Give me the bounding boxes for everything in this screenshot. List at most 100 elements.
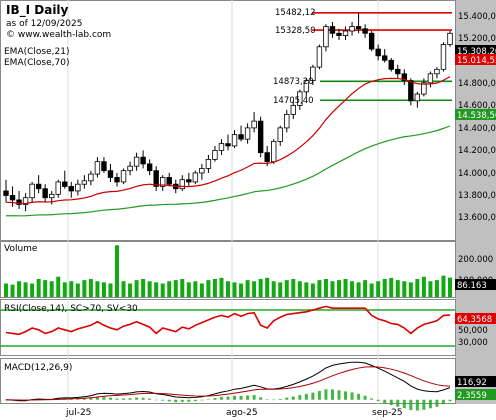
ema21-badge: 15.014,534 xyxy=(457,56,496,66)
volume-bar xyxy=(43,280,48,297)
volume-bar xyxy=(245,280,250,297)
volume-bar xyxy=(382,279,387,297)
candle-body xyxy=(447,32,453,45)
volume-bar xyxy=(23,282,28,297)
macd-hist-bar xyxy=(108,397,112,400)
candle-body xyxy=(3,190,9,196)
macd-hist-bar xyxy=(435,399,439,407)
rsi-tick: 30,000 xyxy=(458,338,488,348)
volume-bar xyxy=(147,281,152,297)
volume-pane-frame xyxy=(0,241,456,298)
candle-body xyxy=(414,93,421,102)
macd-histogram xyxy=(4,389,452,411)
volume-bar xyxy=(232,282,237,297)
candle-body xyxy=(408,80,414,102)
volume-bar xyxy=(154,282,159,297)
volume-bar xyxy=(193,281,198,297)
volume-bar xyxy=(310,283,315,297)
volume-bar xyxy=(337,280,341,297)
volume-bar xyxy=(206,280,211,297)
candle-body xyxy=(336,32,342,36)
volume-bar xyxy=(75,283,80,297)
candle-body xyxy=(140,156,146,165)
macd-hist-bar xyxy=(389,399,393,406)
candle-body xyxy=(68,186,74,192)
macd-hist-bar xyxy=(141,397,145,400)
volume-bar xyxy=(239,283,244,297)
candle-body xyxy=(101,161,107,172)
ema70-badge-bg xyxy=(455,109,496,120)
volume-bar xyxy=(297,281,302,297)
rsi-pane-frame xyxy=(0,299,456,356)
candle-body xyxy=(186,179,192,183)
macd-hist-bar xyxy=(213,398,217,400)
volume-bar xyxy=(226,281,230,297)
last-price-badge-bg xyxy=(455,45,496,56)
price-tick: 14.000,00 xyxy=(458,169,496,179)
symbol-title: IB_I Daily xyxy=(6,3,69,18)
candle-body xyxy=(29,183,35,199)
macd-hist-bar xyxy=(76,398,80,400)
macd-hist-bar xyxy=(428,399,432,409)
macd-hist-bar xyxy=(285,397,289,400)
macd-hist-bar xyxy=(122,398,126,400)
as-of-date: as of 12/09/2025 xyxy=(6,19,82,29)
volume-badge-bg xyxy=(455,279,496,290)
macd-hist-bar xyxy=(233,395,237,400)
volume-bar xyxy=(252,281,257,297)
volume-bar xyxy=(317,280,322,297)
level-label: 15328,50 xyxy=(275,26,316,36)
macd-hist-bar xyxy=(363,395,367,400)
macd-hist-bar xyxy=(311,392,315,400)
x-axis-label: ago-25 xyxy=(226,408,258,418)
volume-bar xyxy=(17,281,22,297)
candle-body xyxy=(303,80,310,93)
macd-hist-bar xyxy=(278,398,282,400)
candle-body xyxy=(251,120,257,129)
volume-bar xyxy=(323,279,328,297)
macd-hist-bar xyxy=(180,399,184,402)
volume-bar xyxy=(278,282,283,297)
legend-ema21: EMA(Close,21) xyxy=(4,47,69,57)
candle-body xyxy=(395,68,401,75)
candle-body xyxy=(362,28,368,34)
candle-body xyxy=(153,170,159,187)
macd-hist-bar xyxy=(324,389,328,400)
macd-hist-bar xyxy=(200,399,204,401)
volume-bar xyxy=(369,283,374,297)
macd-hist-bar xyxy=(226,396,230,400)
candle-body xyxy=(88,173,94,182)
macd-hist-bar xyxy=(135,397,139,400)
macd-badge-bg xyxy=(455,376,496,387)
candle-body xyxy=(9,195,16,201)
volume-bar xyxy=(69,281,74,297)
level-label: 14873,20 xyxy=(273,77,314,87)
rsi-tick: 50,000 xyxy=(458,326,488,336)
ema70-badge: 14.538,569 xyxy=(457,111,496,121)
macd-hist-bar xyxy=(206,399,210,400)
macd-badge: 116,92 xyxy=(457,378,487,388)
candle-body xyxy=(212,150,218,160)
candle-body xyxy=(81,180,88,185)
candle-body xyxy=(42,188,48,199)
price-tick: 13.600,00 xyxy=(458,213,496,223)
ema70-line xyxy=(5,125,451,217)
macd-hist-bar xyxy=(409,399,413,411)
price-tick: 14.600,00 xyxy=(458,101,496,111)
candle-body xyxy=(277,127,283,142)
volume-bars xyxy=(4,245,452,297)
rsi-bands xyxy=(0,309,455,347)
candle-body xyxy=(421,82,427,95)
volume-badge: 86.163 xyxy=(457,281,487,291)
macd-hist-bar xyxy=(193,399,197,402)
macd-hist-bar xyxy=(402,399,406,409)
volume-bar xyxy=(121,281,126,297)
price-pane-frame xyxy=(0,0,456,241)
volume-bar xyxy=(134,280,139,297)
macd-hist-bar xyxy=(370,398,374,400)
volume-bar xyxy=(284,280,289,297)
macd-hist-bar xyxy=(298,395,302,400)
candle-body xyxy=(225,143,231,147)
price-tick: 14.800,00 xyxy=(458,79,496,89)
